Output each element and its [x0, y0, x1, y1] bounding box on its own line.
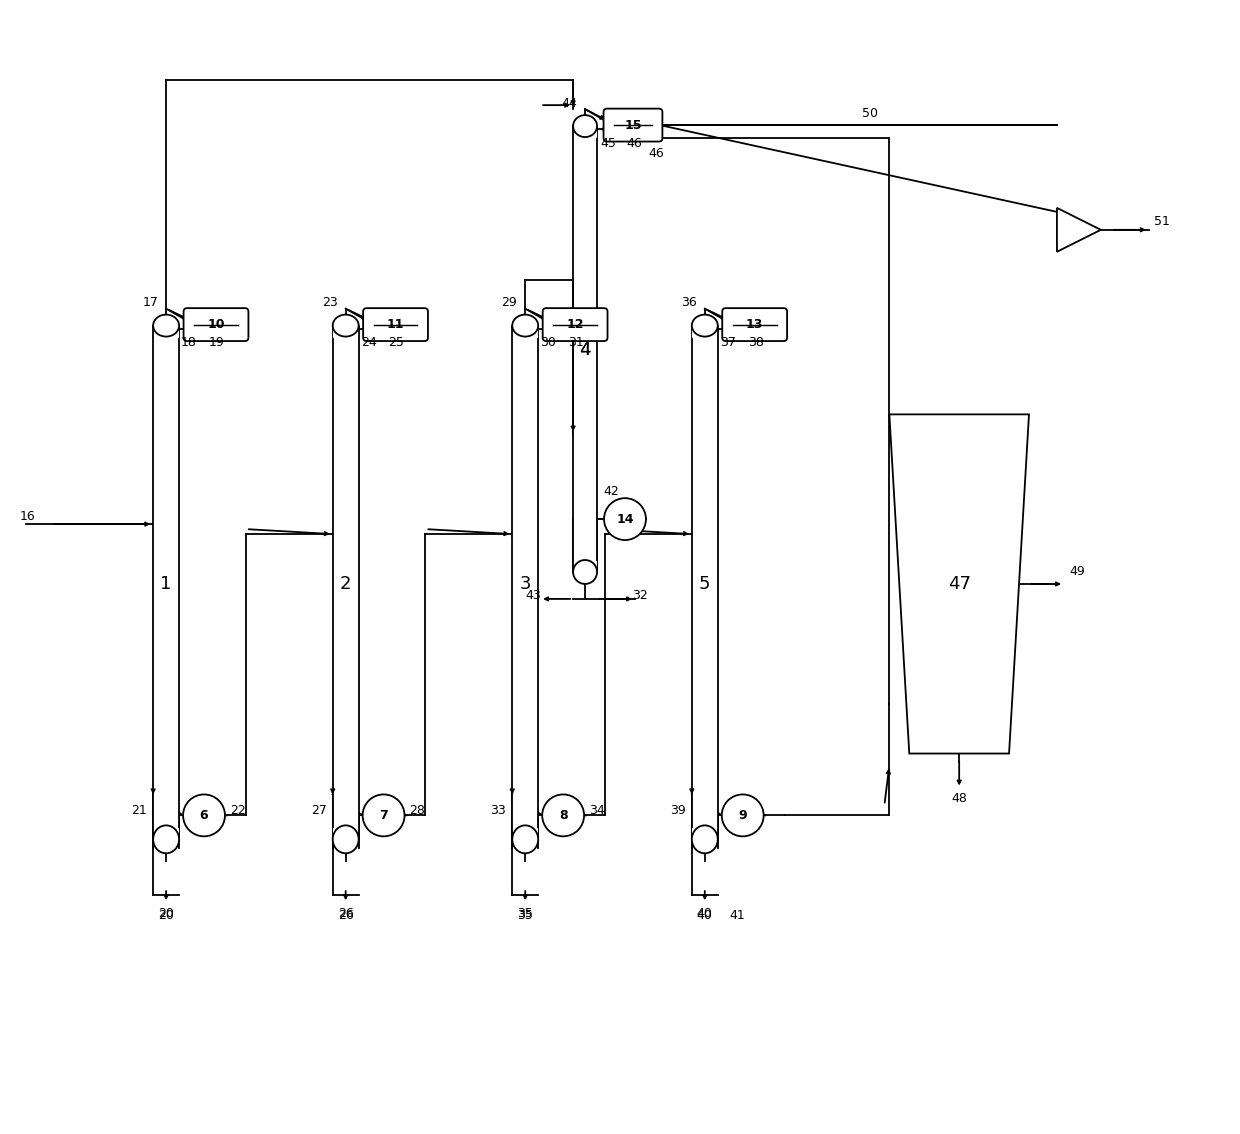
- Text: 26: 26: [337, 908, 353, 922]
- Ellipse shape: [332, 314, 358, 337]
- Bar: [513, 325, 538, 338]
- Bar: [334, 325, 358, 338]
- Text: 22: 22: [229, 804, 246, 816]
- Ellipse shape: [512, 314, 538, 337]
- Bar: [692, 325, 717, 338]
- Bar: [512, 325, 538, 839]
- Text: 35: 35: [517, 907, 533, 920]
- Text: 18: 18: [181, 336, 197, 349]
- Text: 40: 40: [697, 907, 713, 920]
- Circle shape: [542, 795, 584, 837]
- Text: 49: 49: [1069, 566, 1085, 578]
- Text: 35: 35: [517, 908, 533, 922]
- Ellipse shape: [692, 314, 718, 337]
- Text: 39: 39: [670, 804, 686, 816]
- FancyBboxPatch shape: [604, 109, 662, 142]
- Text: 42: 42: [603, 484, 619, 498]
- Text: 50: 50: [862, 107, 878, 119]
- Text: 29: 29: [501, 296, 517, 310]
- Text: 27: 27: [311, 804, 326, 816]
- Text: 45: 45: [600, 136, 616, 150]
- Text: 26: 26: [337, 907, 353, 920]
- Text: 28: 28: [409, 804, 425, 816]
- Text: 20: 20: [159, 908, 174, 922]
- Bar: [692, 325, 718, 839]
- Text: 33: 33: [491, 804, 506, 816]
- Text: 38: 38: [748, 336, 764, 349]
- Text: 47: 47: [947, 575, 971, 593]
- Ellipse shape: [573, 116, 596, 137]
- Text: 20: 20: [159, 907, 174, 920]
- Text: 7: 7: [379, 809, 388, 822]
- Text: 30: 30: [541, 336, 556, 349]
- FancyBboxPatch shape: [722, 308, 787, 341]
- Text: 23: 23: [322, 296, 337, 310]
- Ellipse shape: [332, 826, 358, 853]
- Text: 10: 10: [207, 319, 224, 331]
- Text: 1: 1: [160, 575, 172, 593]
- Text: 16: 16: [20, 509, 35, 523]
- Bar: [574, 126, 596, 138]
- FancyBboxPatch shape: [184, 308, 248, 341]
- Bar: [513, 828, 538, 840]
- Text: 51: 51: [1153, 215, 1169, 228]
- Text: 15: 15: [624, 119, 642, 132]
- Text: 3: 3: [520, 575, 531, 593]
- Polygon shape: [1056, 208, 1101, 252]
- Text: 44: 44: [562, 96, 577, 110]
- Text: 24: 24: [361, 336, 377, 349]
- Ellipse shape: [154, 826, 179, 853]
- Text: 25: 25: [388, 336, 404, 349]
- Text: 36: 36: [681, 296, 697, 310]
- Text: 11: 11: [387, 319, 404, 331]
- Text: 19: 19: [210, 336, 224, 349]
- Text: 9: 9: [738, 809, 746, 822]
- Text: 5: 5: [699, 575, 711, 593]
- Text: 12: 12: [567, 319, 584, 331]
- Ellipse shape: [573, 560, 596, 584]
- Text: 40: 40: [697, 908, 713, 922]
- Text: 46: 46: [649, 146, 663, 160]
- Bar: [154, 828, 179, 840]
- FancyBboxPatch shape: [543, 308, 608, 341]
- Bar: [334, 828, 358, 840]
- Text: 32: 32: [632, 590, 647, 602]
- Text: 8: 8: [559, 809, 568, 822]
- Text: 31: 31: [568, 336, 584, 349]
- Text: 17: 17: [143, 296, 159, 310]
- Bar: [574, 561, 596, 573]
- Text: 13: 13: [746, 319, 764, 331]
- Polygon shape: [889, 414, 1029, 753]
- Circle shape: [362, 795, 404, 837]
- Text: 34: 34: [589, 804, 605, 816]
- Text: 43: 43: [526, 590, 541, 602]
- Text: 41: 41: [729, 908, 745, 922]
- Text: 4: 4: [579, 340, 590, 358]
- Text: 2: 2: [340, 575, 351, 593]
- Circle shape: [184, 795, 224, 837]
- Text: 21: 21: [131, 804, 148, 816]
- Bar: [692, 828, 717, 840]
- Text: 6: 6: [200, 809, 208, 822]
- Ellipse shape: [512, 826, 538, 853]
- Ellipse shape: [692, 826, 718, 853]
- Text: 46: 46: [626, 136, 642, 150]
- FancyBboxPatch shape: [363, 308, 428, 341]
- Text: 4: 4: [579, 340, 590, 358]
- Bar: [573, 126, 596, 572]
- Bar: [154, 325, 179, 839]
- Text: 37: 37: [719, 336, 735, 349]
- Text: 14: 14: [616, 513, 634, 526]
- Circle shape: [722, 795, 764, 837]
- Circle shape: [604, 498, 646, 540]
- Bar: [154, 325, 179, 338]
- Ellipse shape: [154, 314, 179, 337]
- Bar: [332, 325, 358, 839]
- Text: 48: 48: [951, 792, 967, 805]
